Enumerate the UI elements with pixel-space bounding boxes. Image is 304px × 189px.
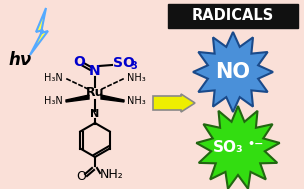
Polygon shape (101, 95, 124, 102)
Polygon shape (66, 95, 89, 102)
Text: NH₃: NH₃ (127, 96, 146, 106)
Text: H₃N: H₃N (44, 96, 63, 106)
Text: RADICALS: RADICALS (192, 9, 274, 23)
Text: •−: •− (247, 139, 264, 149)
Text: NH₂: NH₂ (100, 169, 124, 181)
Polygon shape (193, 32, 273, 112)
Text: NH₃: NH₃ (127, 73, 146, 83)
Text: N: N (90, 109, 100, 119)
Text: NO: NO (216, 62, 250, 82)
FancyArrow shape (153, 94, 195, 112)
Text: 3: 3 (130, 61, 137, 71)
Text: O: O (73, 55, 85, 69)
Text: SO: SO (113, 56, 135, 70)
Text: O: O (76, 170, 86, 183)
Text: Ru: Ru (86, 87, 104, 99)
FancyBboxPatch shape (168, 4, 298, 28)
Text: N: N (89, 64, 101, 78)
Text: H₃N: H₃N (44, 73, 63, 83)
Text: hν: hν (8, 51, 31, 69)
Polygon shape (196, 106, 280, 189)
Text: SO₃: SO₃ (212, 140, 244, 156)
Polygon shape (30, 8, 48, 55)
